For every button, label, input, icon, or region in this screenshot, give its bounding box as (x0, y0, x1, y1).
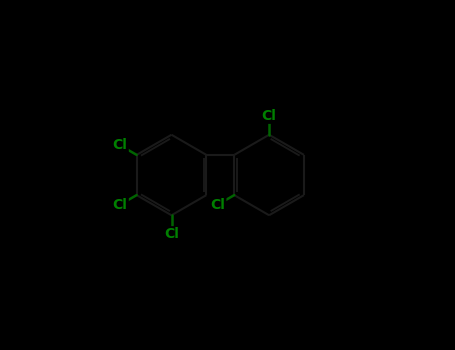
Text: Cl: Cl (112, 198, 127, 212)
Text: Cl: Cl (112, 138, 127, 152)
Text: Cl: Cl (210, 198, 225, 212)
Text: Cl: Cl (262, 108, 277, 122)
Text: Cl: Cl (164, 228, 179, 241)
